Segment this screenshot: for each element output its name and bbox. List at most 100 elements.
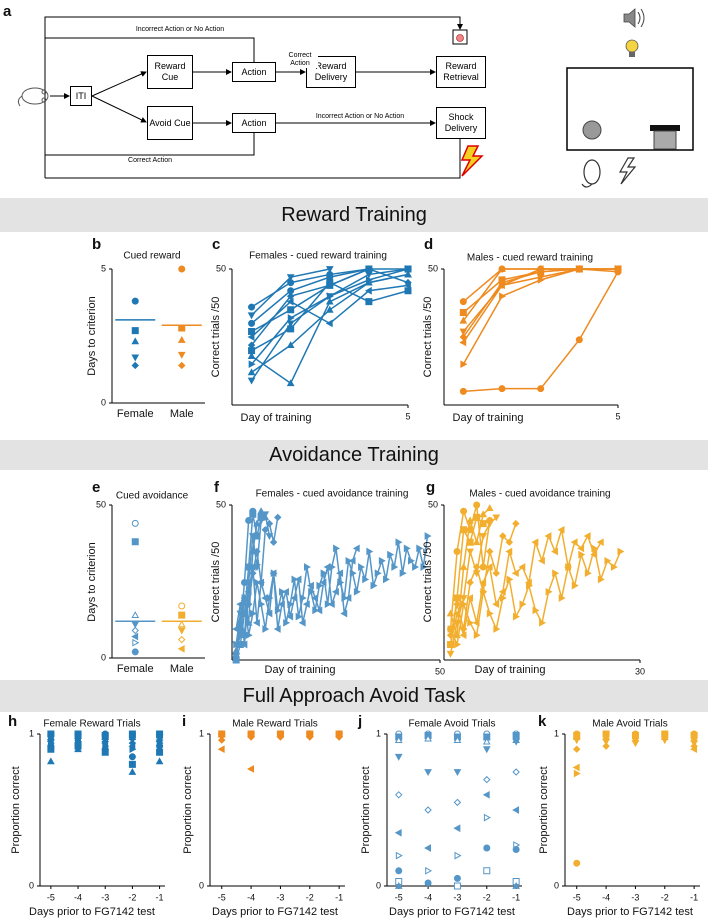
marker [337,578,345,587]
y-axis-label: Proportion correct [360,766,372,853]
marker [453,600,461,608]
marker [473,631,481,640]
marker [177,351,186,359]
marker [512,519,520,528]
marker [131,361,139,370]
marker [460,526,468,534]
marker [403,281,411,290]
x-tick-label: -1 [690,892,698,902]
marker [178,265,186,273]
marker [466,548,474,556]
marker [690,745,698,754]
marker [498,264,506,272]
marker [248,319,256,327]
marker [274,606,282,615]
marker [245,631,253,640]
marker [131,538,139,546]
marker [610,563,618,571]
marker [391,563,399,571]
marker [326,279,334,287]
marker [128,760,136,768]
diagram-node: ITI [70,86,92,106]
marker [240,640,248,649]
shock-icon [460,145,484,177]
marker [341,594,349,602]
marker [248,303,256,311]
marker [131,648,139,656]
marker [345,556,353,565]
marker [177,627,186,635]
marker [129,745,137,754]
marker [262,625,270,633]
marker [453,798,462,807]
marker [394,828,402,837]
panel-label: i [182,713,186,730]
marker [536,265,544,273]
marker [483,813,491,822]
marker [101,748,109,756]
marker [286,320,295,328]
y-tick-label: 5 [101,263,106,273]
marker [499,532,507,540]
marker [584,569,592,578]
marker [395,538,403,547]
diagram-node: Reward Retrieval [436,56,486,88]
x-tick-label: 5 [405,411,410,421]
marker [302,600,310,609]
marker [270,569,278,578]
marker [479,578,487,587]
marker [248,563,256,571]
marker [453,609,460,618]
x-tick-label: -5 [47,892,55,902]
section-header: Reward Training [0,198,708,232]
panel-label: f [214,479,220,496]
marker [247,333,255,341]
marker [247,352,256,359]
marker [545,587,553,596]
marker [416,544,424,553]
marker [660,737,669,745]
marker [453,736,462,743]
series-line [449,523,517,636]
marker [573,859,581,867]
y-tick-label: 50 [96,499,106,509]
marker [320,569,328,578]
marker [459,631,467,640]
marker [287,325,295,333]
marker [394,753,403,761]
marker [247,377,256,385]
series-line [462,268,618,365]
marker [298,618,306,627]
marker [573,769,581,778]
marker [424,734,432,742]
marker [286,274,295,282]
marker [340,609,348,618]
marker [387,550,395,559]
panel-label: d [424,236,433,253]
marker [244,587,252,596]
marker [460,360,468,369]
panel-label: k [538,713,547,730]
marker [266,594,274,602]
y-axis-label: Correct trials /50 [422,297,434,378]
x-tick-label: -1 [335,892,343,902]
marker [446,609,455,617]
marker [459,316,468,324]
marker [374,569,382,578]
marker [325,266,334,274]
marker [286,292,295,300]
marker [425,866,433,875]
x-tick-label: -4 [424,892,432,902]
y-tick-label: 0 [199,880,204,890]
marker [287,287,295,295]
marker [245,517,253,524]
marker [232,653,240,661]
marker [178,611,186,619]
x-tick-label: -1 [156,892,164,902]
y-tick-label: 0 [101,652,106,662]
diagram-node: Avoid Cue [147,106,193,140]
marker [395,791,403,799]
marker [424,532,432,540]
y-tick-label: 1 [376,728,381,738]
x-tick-label: 50 [435,666,445,676]
